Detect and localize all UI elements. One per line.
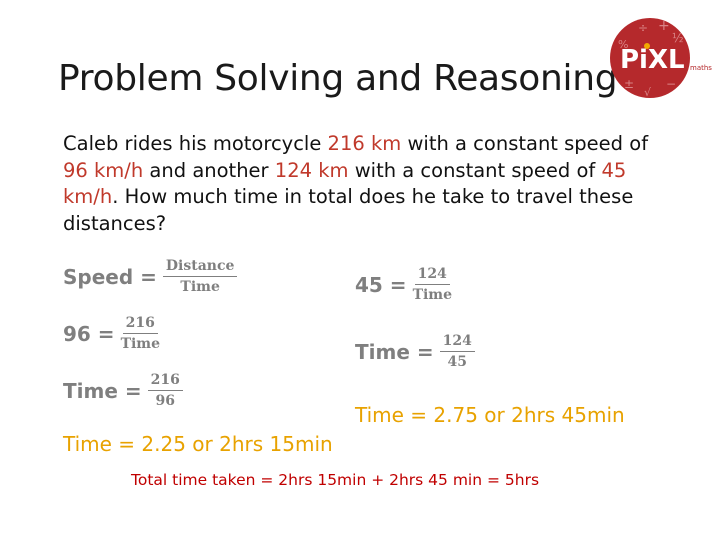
problem-text-4: with a constant speed of: [348, 158, 602, 182]
first-leg-result: Time = 2.25 or 2hrs 15min: [63, 432, 333, 456]
problem-text-3: and another: [143, 158, 275, 182]
first-leg-equation: 96 = 216 Time: [63, 315, 160, 352]
fraction-denominator: Time: [120, 336, 161, 352]
speed-formula-lhs: Speed =: [63, 264, 157, 289]
total-time: Total time taken = 2hrs 15min + 2hrs 45 …: [131, 471, 540, 489]
problem-text-5: . How much time in total does he take to…: [63, 185, 634, 235]
first-leg-time-equation: Time = 216 96: [63, 372, 183, 409]
pixl-logo-graphic: ÷ + ½ % ± − √ PiXL maths: [610, 18, 712, 99]
logo-text: PiXL: [620, 45, 685, 75]
second-leg-time-lhs: Time =: [355, 339, 434, 364]
logo-subtext: maths: [690, 64, 712, 72]
svg-text:−: −: [666, 77, 676, 91]
problem-text-1: Caleb rides his motorcycle: [63, 132, 328, 155]
distance-1: 216 km: [327, 132, 402, 155]
speed-formula: Speed = Distance Time: [63, 258, 238, 295]
svg-text:÷: ÷: [638, 21, 648, 35]
second-leg-time-equation: Time = 124 45: [355, 333, 475, 370]
second-leg-result: Time = 2.75 or 2hrs 45min: [355, 403, 625, 427]
second-leg-fraction: 124 Time: [413, 266, 452, 303]
fraction-denominator: 45: [447, 354, 467, 370]
fraction-numerator: 216: [147, 372, 183, 391]
fraction-numerator: 124: [439, 333, 475, 352]
fraction-denominator: Time: [412, 287, 453, 303]
first-leg-time-lhs: Time =: [63, 378, 142, 403]
speed-2: 45 km/h: [63, 158, 627, 209]
first-leg-lhs: 96 =: [63, 321, 115, 346]
problem-text-2: with a constant speed of: [401, 132, 649, 155]
second-leg-time-fraction: 124 45: [439, 333, 475, 370]
svg-text:%: %: [618, 38, 628, 51]
pixl-logo: ÷ + ½ % ± − √ PiXL maths: [606, 10, 716, 106]
first-leg-fraction: 216 Time: [121, 315, 160, 352]
svg-text:+: +: [658, 18, 670, 34]
fraction-numerator: 216: [122, 315, 158, 334]
first-leg-time-fraction: 216 96: [147, 372, 183, 409]
svg-text:±: ±: [624, 77, 634, 91]
speed-1: 96 km/h: [63, 158, 144, 182]
fraction-numerator: Distance: [162, 258, 238, 277]
fraction-numerator: 124: [414, 266, 450, 285]
page-title: Problem Solving and Reasoning: [58, 58, 618, 99]
svg-text:√: √: [644, 86, 652, 99]
fraction-denominator: Time: [180, 279, 220, 295]
second-leg-equation: 45 = 124 Time: [355, 266, 452, 303]
problem-statement: Caleb rides his motorcycle 216 km with a…: [63, 131, 653, 237]
speed-formula-fraction: Distance Time: [162, 258, 238, 295]
second-leg-lhs: 45 =: [355, 272, 407, 297]
fraction-denominator: 96: [155, 393, 175, 409]
svg-text:½: ½: [672, 31, 684, 45]
distance-2: 124 km: [274, 158, 349, 182]
